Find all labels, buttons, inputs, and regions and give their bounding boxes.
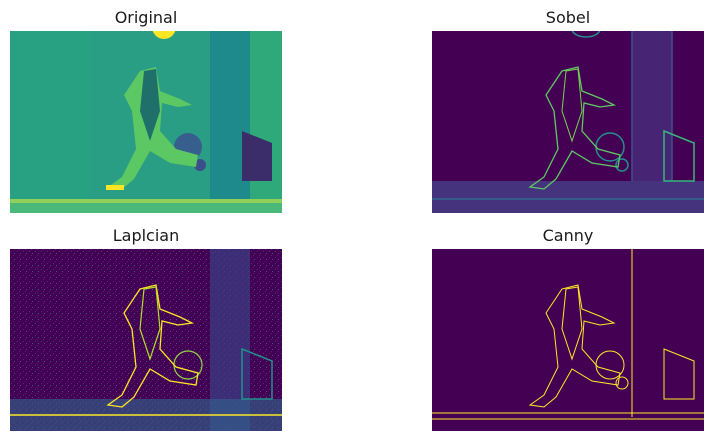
panel-title-canny: Canny	[542, 226, 594, 245]
panel-title-sobel: Sobel	[545, 8, 591, 27]
image-canny	[432, 249, 704, 431]
image-original	[10, 31, 282, 213]
panel-title-original: Original	[114, 8, 178, 27]
panel-title-laplacian: Laplcian	[112, 226, 180, 245]
image-sobel	[432, 31, 704, 213]
image-laplacian	[10, 249, 282, 431]
